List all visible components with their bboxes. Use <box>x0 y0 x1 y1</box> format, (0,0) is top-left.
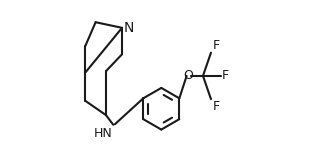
Text: F: F <box>212 39 219 52</box>
Text: F: F <box>222 69 229 82</box>
Text: N: N <box>124 21 134 35</box>
Text: O: O <box>184 69 193 82</box>
Text: HN: HN <box>94 127 112 140</box>
Text: F: F <box>212 100 219 113</box>
